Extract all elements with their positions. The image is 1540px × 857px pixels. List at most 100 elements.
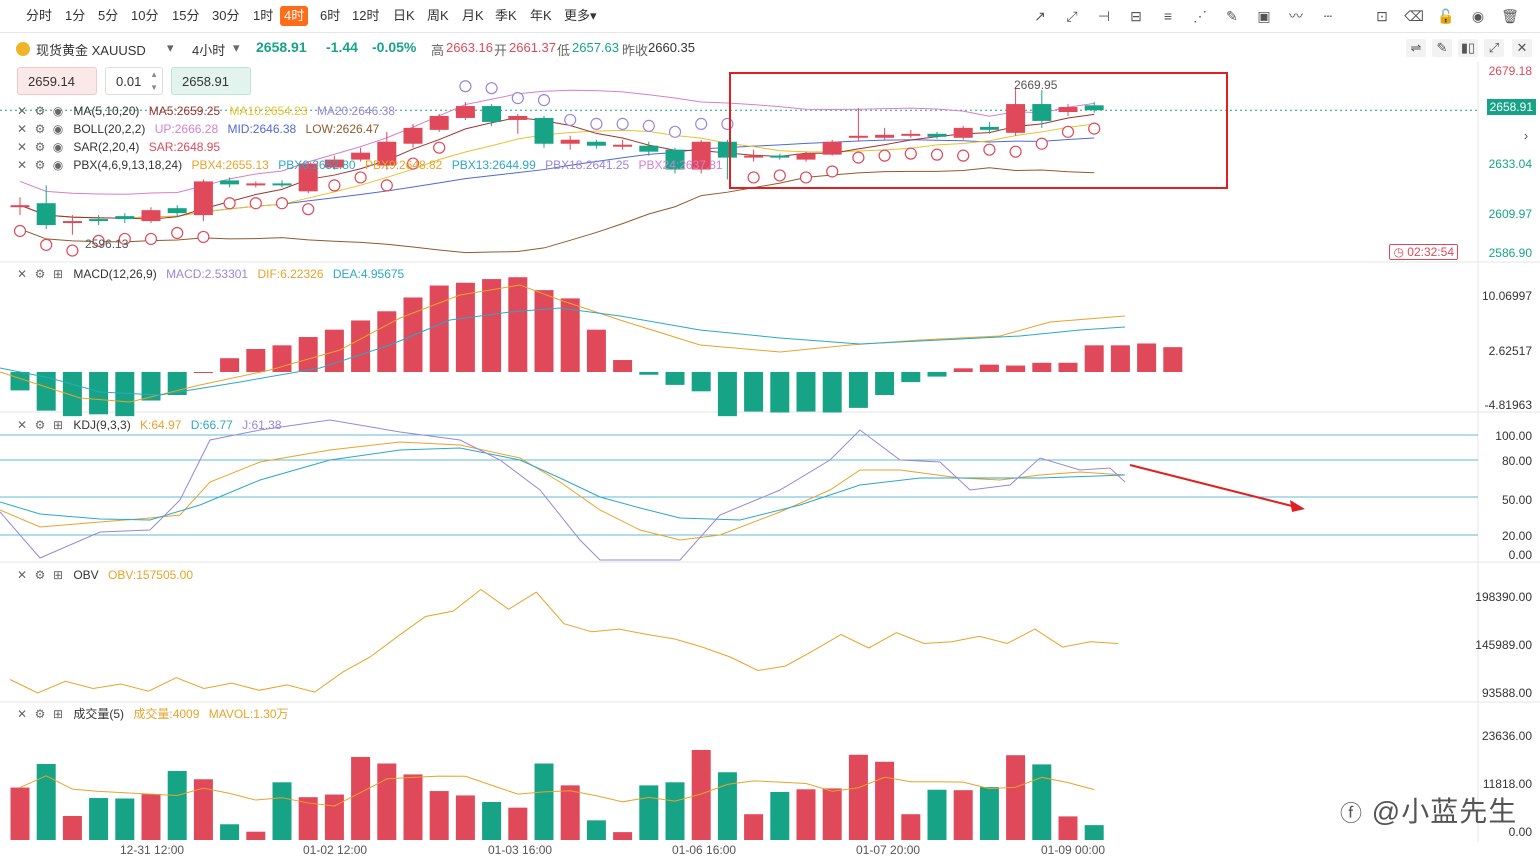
volume-bar xyxy=(744,814,764,840)
timeframe-13[interactable]: 季K xyxy=(495,8,517,23)
lot-size-input[interactable]: 0.01 ▲ ▼ xyxy=(105,67,163,95)
expand-icon[interactable]: ⊞ xyxy=(52,707,64,721)
image-tool-icon[interactable]: ▣ xyxy=(1257,8,1271,24)
sar-dot xyxy=(930,148,944,161)
macd-bar xyxy=(193,372,213,373)
symbol-name[interactable]: 现货黄金 XAUUSD xyxy=(36,43,146,58)
hide-indicator-icon[interactable]: ✕ xyxy=(16,104,28,118)
macd-name: MACD(12,26,9) xyxy=(73,267,157,281)
ray-tool-icon[interactable]: ⤢ xyxy=(1066,8,1078,24)
j-value: J:61.38 xyxy=(242,418,282,432)
settings-icon[interactable]: ⚙ xyxy=(34,158,46,172)
timer-icon: ◷ xyxy=(1393,245,1404,259)
vol-axis-top: 23636.00 xyxy=(1481,729,1532,743)
candle-body xyxy=(89,219,109,222)
close-panel-icon[interactable]: ✕ xyxy=(1512,39,1532,57)
eye-icon[interactable]: ◉ xyxy=(52,158,64,172)
timeframe-14[interactable]: 年K xyxy=(530,8,552,23)
macd-bar xyxy=(482,279,502,372)
timeframe-11[interactable]: 周K xyxy=(427,8,449,23)
d-line xyxy=(0,447,1126,521)
timeframe-12[interactable]: 月K xyxy=(462,8,484,23)
hide-indicator-icon[interactable]: ✕ xyxy=(16,418,28,432)
candle-body xyxy=(115,216,135,220)
expand-icon[interactable]: ⊞ xyxy=(52,418,64,432)
period-dropdown-icon[interactable]: ▾ xyxy=(233,40,240,55)
hide-indicator-icon[interactable]: ✕ xyxy=(16,140,28,154)
candle-body xyxy=(1058,107,1078,113)
settings-icon[interactable]: ⚙ xyxy=(34,568,46,582)
sell-price-button[interactable]: 2659.14 xyxy=(17,67,97,95)
timeframe-1[interactable]: 1分 xyxy=(65,8,86,23)
settings-icon[interactable]: ⚙ xyxy=(34,418,46,432)
note-tool-icon[interactable]: ⊡ xyxy=(1376,8,1388,24)
candle-body xyxy=(744,155,764,158)
dash-tool-icon[interactable]: ┄ xyxy=(1323,8,1333,24)
buy-price-button[interactable]: 2658.91 xyxy=(171,67,251,95)
hide-indicator-icon[interactable]: ✕ xyxy=(16,122,28,136)
x-label: 01-06 16:00 xyxy=(672,843,737,857)
timeframe-10[interactable]: 日K xyxy=(393,8,415,23)
settings-icon[interactable]: ⚙ xyxy=(34,140,46,154)
lock-tool-icon[interactable]: 🔓 xyxy=(1437,8,1455,24)
line-tool-icon[interactable]: ↗ xyxy=(1034,8,1046,24)
period-selector[interactable]: 4小时 xyxy=(192,43,226,58)
eraser-tool-icon[interactable]: ⌫ xyxy=(1404,8,1424,24)
chart-settings-icon[interactable]: ⇌ xyxy=(1406,39,1426,57)
j-line xyxy=(0,419,1126,561)
eye-tool-icon[interactable]: ◉ xyxy=(1471,8,1485,24)
sar-dot xyxy=(590,117,603,131)
macd-bar xyxy=(403,297,423,372)
timeframe-4[interactable]: 15分 xyxy=(172,8,200,23)
expand-icon[interactable]: ⊞ xyxy=(52,568,64,582)
volume-bar xyxy=(1032,764,1052,840)
high-label: 高 xyxy=(431,43,445,58)
prev-close-value: 2660.35 xyxy=(648,40,695,55)
fan-tool-icon[interactable]: ⋰ xyxy=(1193,8,1207,24)
timeframe-8[interactable]: 6时 xyxy=(320,8,341,23)
timeframe-5[interactable]: 30分 xyxy=(212,8,240,23)
channel-tool-icon[interactable]: ⊟ xyxy=(1130,8,1142,24)
delete-tool-icon[interactable]: 🗑 xyxy=(1501,8,1519,24)
timeframe-3[interactable]: 10分 xyxy=(131,8,159,23)
timeframe-0[interactable]: 分时 xyxy=(26,8,53,23)
sar-legend: ✕ ⚙ ◉ SAR(2,20,4) SAR:2648.95 xyxy=(16,140,226,154)
macd-bar xyxy=(1163,347,1183,372)
pattern-tool-icon[interactable]: 〰 xyxy=(1289,8,1303,24)
stepper-icon[interactable]: ▲ ▼ xyxy=(150,70,158,92)
fib-tool-icon[interactable]: ≡ xyxy=(1163,8,1173,24)
expand-right-icon[interactable]: › xyxy=(1523,128,1529,143)
eye-icon[interactable]: ◉ xyxy=(52,104,64,118)
symbol-dropdown-icon[interactable]: ▾ xyxy=(167,40,174,55)
draw-pen-icon[interactable]: ✎ xyxy=(1432,39,1452,57)
low-marker-label: 2596.13 xyxy=(85,237,129,251)
sar-dot xyxy=(1009,145,1022,158)
mavol-line xyxy=(19,775,1095,807)
timeframe-7[interactable]: 4时 xyxy=(280,6,309,26)
timeframe-15[interactable]: 更多▾ xyxy=(564,8,597,23)
hide-indicator-icon[interactable]: ✕ xyxy=(16,158,28,172)
eye-icon[interactable]: ◉ xyxy=(52,122,64,136)
sar-name: SAR(2,20,4) xyxy=(73,140,140,154)
settings-icon[interactable]: ⚙ xyxy=(34,122,46,136)
hline-tool-icon[interactable]: ⊣ xyxy=(1097,8,1111,24)
eye-icon[interactable]: ◉ xyxy=(52,140,64,154)
brush-tool-icon[interactable]: ✎ xyxy=(1226,8,1238,24)
candle-style-icon[interactable]: ▮▯ xyxy=(1458,39,1478,57)
candle-body xyxy=(901,133,921,136)
timeframe-6[interactable]: 1时 xyxy=(253,8,274,23)
timeframe-9[interactable]: 12时 xyxy=(352,8,380,23)
fullscreen-icon[interactable]: ⤢ xyxy=(1484,39,1504,57)
timeframe-2[interactable]: 5分 xyxy=(98,8,119,23)
expand-icon[interactable]: ⊞ xyxy=(52,267,64,281)
hide-indicator-icon[interactable]: ✕ xyxy=(16,707,28,721)
settings-icon[interactable]: ⚙ xyxy=(34,104,46,118)
hide-indicator-icon[interactable]: ✕ xyxy=(16,568,28,582)
settings-icon[interactable]: ⚙ xyxy=(34,707,46,721)
hide-indicator-icon[interactable]: ✕ xyxy=(16,267,28,281)
prev-close-label: 昨收 xyxy=(622,43,649,58)
candle-body xyxy=(141,210,161,222)
settings-icon[interactable]: ⚙ xyxy=(34,267,46,281)
sar-dot xyxy=(983,143,996,156)
